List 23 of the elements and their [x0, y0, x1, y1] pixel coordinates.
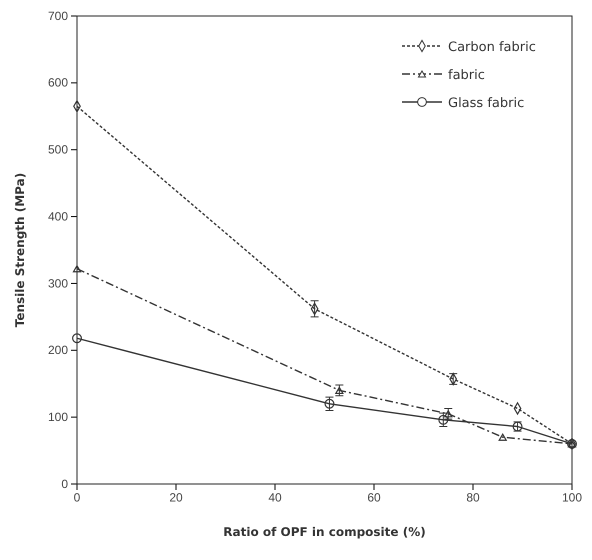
x-tick-label: 100	[562, 490, 582, 505]
y-tick-label: 500	[48, 142, 68, 157]
y-tick-label: 0	[61, 476, 68, 491]
point	[72, 265, 82, 272]
y-tick-label: 700	[48, 8, 68, 23]
x-tick-label: 40	[268, 490, 282, 505]
x-tick-label: 20	[169, 490, 183, 505]
y-tick-label: 600	[48, 76, 68, 90]
y-tick-label: 300	[48, 276, 68, 290]
y-axis-title: Tensile Strength (MPa)	[13, 172, 27, 328]
x-tick-label: 80	[466, 490, 480, 505]
y-tick-label: 200	[48, 343, 68, 358]
point	[72, 333, 82, 344]
x-tick-label: 0	[74, 490, 81, 505]
legend-label: fabric	[448, 68, 485, 83]
y-tick-label: 100	[48, 410, 68, 424]
legend-label: Carbon fabric	[448, 40, 536, 55]
point	[498, 434, 507, 441]
legend-label: Glass fabric	[448, 96, 524, 111]
x-axis-title: Ratio of OPF in composite (%)	[223, 525, 426, 539]
y-tick-label: 400	[48, 209, 68, 224]
point	[324, 398, 334, 409]
x-tick-label: 60	[367, 490, 381, 505]
